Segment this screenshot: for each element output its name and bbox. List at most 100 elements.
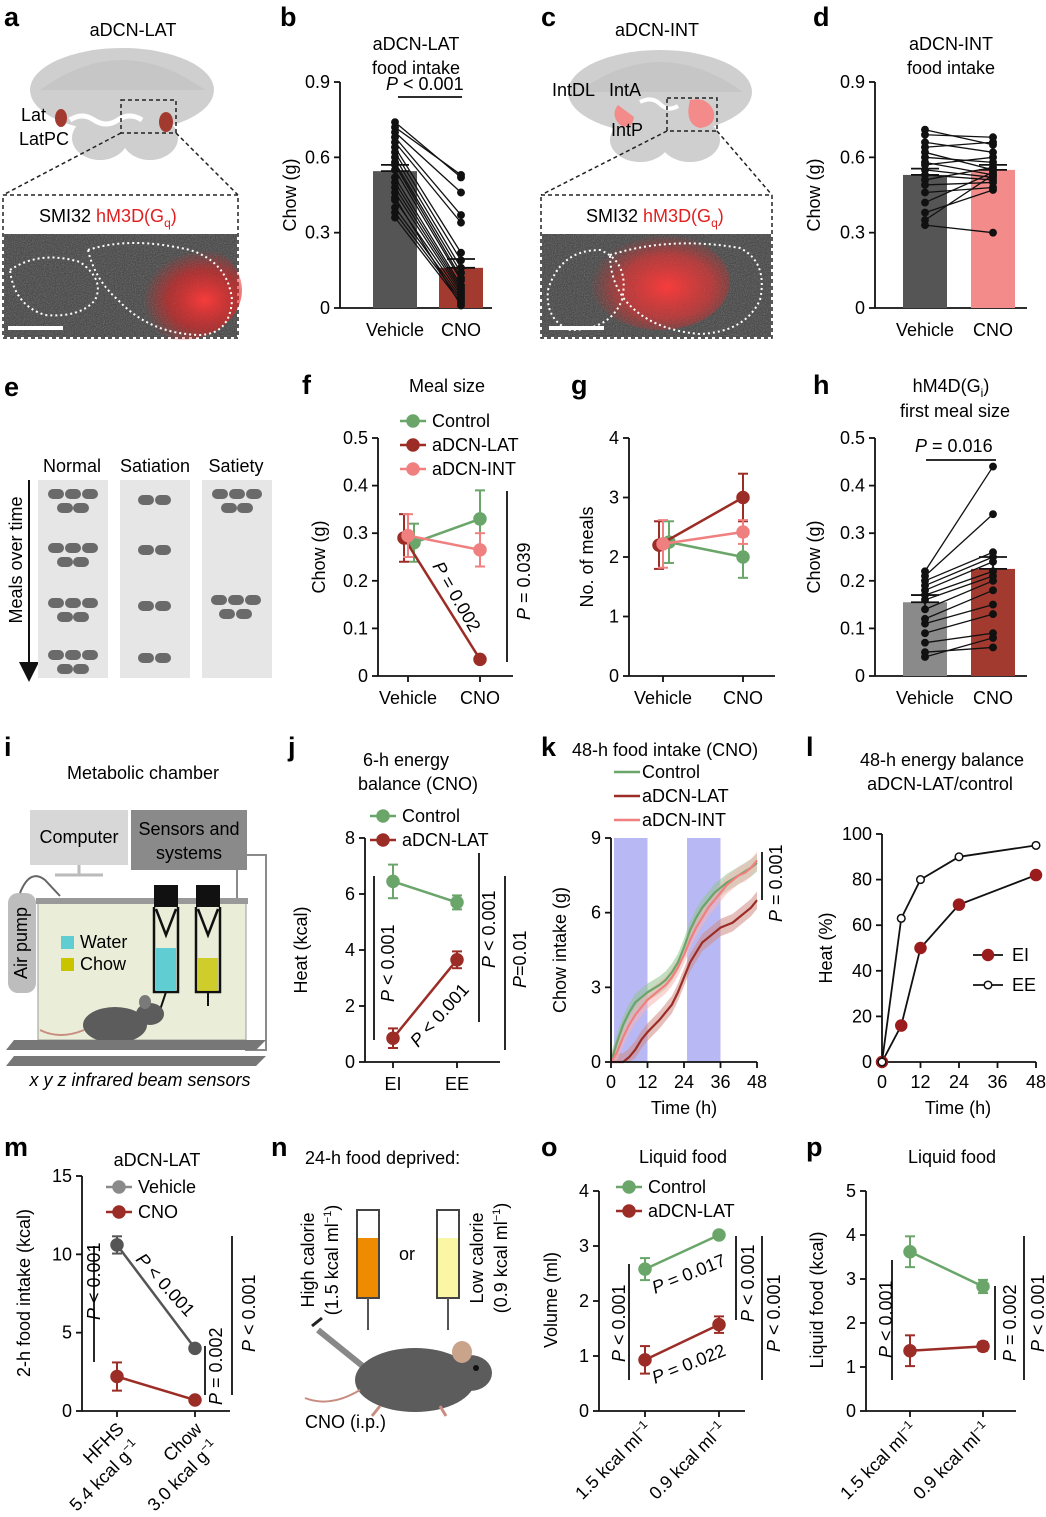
y-tick-label: 0.3 [305,223,330,243]
data-point [921,208,929,217]
paired-line [394,207,462,299]
legend-label-2: aDCN-INT [642,810,726,830]
panel-letter-l: l [806,732,814,762]
paired-line [924,570,994,596]
paired-line [924,603,994,625]
meal-pellet [138,601,154,611]
chart-title-line-1: hM4D(Gi) [913,376,990,400]
chart-title: Liquid food [908,1147,996,1167]
meal-pellet [82,489,98,499]
y-tick-label: 4 [345,940,355,960]
panel-b-chart: b 0 0.3 0.6 0.9 Chow (g) Vehicle CNO aDCN-LAT foo… [280,2,492,340]
y-tick-label: 100 [842,824,872,844]
data-point [921,221,929,230]
p-value-1: P < 0.001 [609,1284,629,1362]
y-tick-label: 20 [852,1006,872,1026]
chart-title-line-2: food intake [372,58,460,78]
meal-pellet [57,612,73,622]
p-value-3: P < 0.001 [1028,1274,1046,1352]
y-tick-label: 0 [62,1401,72,1421]
data-point [989,138,997,147]
data-point [391,213,399,222]
p-value-5: P < 0.001 [764,1274,784,1352]
meal-pellet [73,503,89,513]
meal-pellet [155,495,171,505]
data-point [921,619,929,628]
data-point [989,462,997,471]
x-tick-label: EE [445,1074,469,1094]
y-tick-label: 3 [846,1269,856,1289]
sensors-label-1: Sensors and [138,819,239,839]
data-point-ee [896,913,906,923]
y-tick-label: 60 [852,915,872,935]
panel-letter-m: m [4,1132,28,1162]
series-line-adcn-lat [402,537,482,661]
series-line-adcn-lat [392,959,458,1039]
y-tick-label: 4 [846,1225,856,1245]
legend-marker [983,980,993,990]
data-point [457,188,465,197]
data-point [391,193,399,202]
y-tick-label: 15 [52,1166,72,1186]
paired-line [394,121,462,178]
y-tick-label: 1 [579,1346,589,1366]
panel-i-title: Metabolic chamber [67,763,219,783]
x-tick-label: 48 [747,1072,767,1092]
y-tick-label: 0.4 [343,476,368,496]
x-tick-label: CNO [441,320,481,340]
data-point-adcn-lat [450,953,464,967]
x-tick-label: 12 [637,1072,657,1092]
data-point-adcn-lat [903,1343,917,1358]
legend-label-0: EI [1012,945,1029,965]
data-point [457,211,465,220]
panel-o-chart: o 0 1 2 3 4 Volume (ml) Liquid food Control aDCN-… [541,1132,784,1503]
y-tick-label: 2 [345,996,355,1016]
panel-letter-a: a [4,2,20,32]
chart-title: Meal size [409,376,485,396]
low-cal-label-2: (0.9 kcal ml−1) [491,1203,511,1314]
data-point-adcn-lat [712,1317,726,1332]
data-point-adcn-int [401,528,415,543]
meal-pellet [65,598,81,608]
panel-i: i Metabolic chamber Computer Sensors and… [4,732,267,1090]
paired-line [394,136,462,216]
panel-letter-d: d [813,2,830,32]
sensors-label-2: systems [156,843,222,863]
data-point-adcn-lat [736,490,750,505]
paired-line [924,129,994,146]
legend-marker [406,414,420,428]
panel-l-chart: l 48-h energy balance aDCN-LAT/control 0 20 4… [806,732,1046,1118]
data-point [989,586,997,595]
legend-marker [981,948,995,962]
data-point-adcn-lat [638,1353,652,1367]
mouse-in-chamber [39,995,164,1043]
y-axis-label: Liquid food (kcal) [807,1231,827,1368]
panel-f-chart: f 0 0.1 0.2 0.3 0.4 0.5 Chow (g) Vehicle CNO Meal … [302,370,534,708]
legend-label-0: Control [648,1177,706,1197]
stain-label-smi32-a: SMI32 hM3D(Gq) [39,206,177,230]
data-point [457,170,465,179]
y-tick-label: 3 [609,488,619,508]
x-tick-label: 48 [1026,1072,1046,1092]
cerebellum-diagram-c [568,50,752,162]
chart-title-line-2: aDCN-LAT/control [867,774,1013,794]
data-point-control [638,1262,652,1276]
panel-letter-c: c [541,2,556,32]
p-value-2: P = 0.039 [514,542,534,620]
legend-label-1: EE [1012,975,1036,995]
panel-letter-j: j [287,732,296,762]
legend-label-1: aDCN-LAT [642,786,729,806]
y-axis-label: Chow (g) [309,520,329,593]
p-value: P < 0.001 [386,74,464,94]
paired-line [924,141,994,148]
paired-line [394,126,462,176]
p-value: P = 0.001 [766,844,786,922]
y-tick-label: 1 [846,1357,856,1377]
meal-pellet [65,489,81,499]
legend-marker [622,1180,636,1194]
legend-label-1: aDCN-LAT [648,1201,735,1221]
p-value-1: P < 0.001 [876,1280,896,1358]
meal-pellet [155,601,171,611]
y-tick-label: 0 [591,1052,601,1072]
chart-title-line-2: first meal size [900,401,1010,421]
